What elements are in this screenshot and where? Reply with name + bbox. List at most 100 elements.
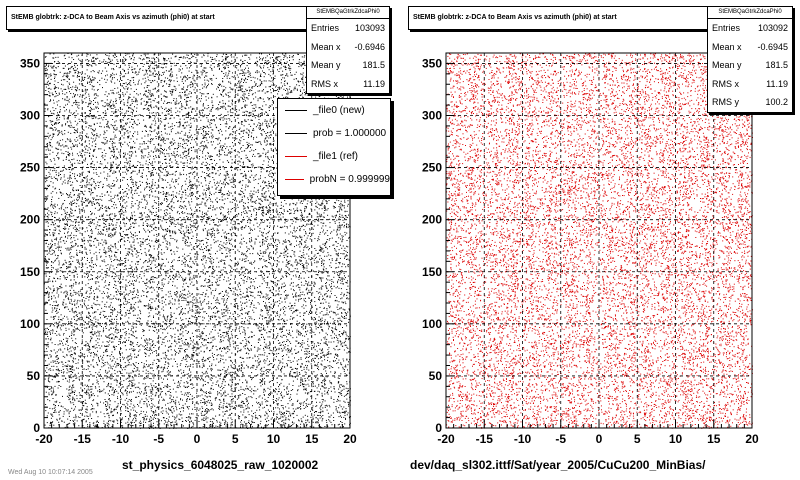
data-point [99, 208, 101, 210]
data-point [299, 250, 301, 252]
data-point [103, 354, 105, 356]
data-point [318, 270, 320, 272]
data-point [271, 267, 273, 269]
data-point [174, 292, 176, 293]
data-point [289, 260, 291, 262]
data-point [269, 341, 271, 343]
data-point [218, 192, 220, 193]
data-point [252, 206, 254, 207]
data-point [51, 298, 52, 300]
data-point [257, 86, 258, 87]
data-point [192, 262, 194, 264]
data-point [315, 398, 317, 400]
data-point [241, 238, 243, 240]
data-point [138, 422, 140, 424]
data-point [227, 61, 229, 63]
data-point [48, 76, 50, 78]
data-point [280, 67, 282, 69]
data-point [296, 268, 298, 270]
data-point [251, 336, 253, 338]
data-point [72, 187, 74, 189]
data-point [65, 306, 66, 308]
data-point [132, 182, 134, 184]
data-point [180, 324, 182, 326]
data-point [310, 261, 312, 263]
data-point [68, 381, 70, 383]
data-point [116, 298, 118, 300]
data-point [160, 389, 162, 390]
data-point [306, 247, 308, 249]
data-point [209, 284, 211, 286]
data-point [185, 277, 187, 279]
data-point [117, 198, 119, 200]
data-point [113, 170, 115, 172]
data-point [324, 426, 326, 427]
data-point [279, 342, 281, 344]
data-point [69, 178, 71, 180]
data-point [205, 376, 206, 378]
data-point [167, 370, 169, 372]
data-point [67, 423, 69, 425]
data-point [104, 261, 106, 263]
data-point [323, 260, 325, 262]
data-point [116, 129, 118, 131]
data-point [193, 118, 195, 120]
data-point [170, 73, 172, 75]
data-point [160, 204, 162, 206]
data-point [57, 278, 59, 280]
data-point [299, 298, 301, 300]
data-point [166, 138, 168, 140]
data-point [189, 126, 191, 128]
data-point [128, 137, 130, 139]
data-point [64, 232, 65, 234]
data-point [132, 53, 134, 55]
data-point [179, 350, 181, 352]
data-point [300, 65, 302, 67]
data-point [69, 420, 71, 421]
data-point [161, 290, 163, 292]
data-point [327, 235, 329, 236]
data-point [268, 255, 270, 257]
data-point [124, 399, 126, 401]
data-point [71, 148, 73, 150]
data-point [108, 147, 110, 149]
data-point [246, 425, 248, 427]
data-point [71, 255, 73, 257]
data-point [276, 182, 278, 184]
data-point [337, 400, 339, 402]
data-point [261, 53, 262, 55]
data-point [290, 366, 292, 368]
data-point [211, 403, 213, 405]
data-point [267, 364, 269, 366]
data-point [309, 229, 311, 231]
data-point [343, 317, 345, 319]
data-point [191, 56, 193, 58]
data-point [346, 325, 348, 327]
data-point [282, 407, 284, 408]
data-point [242, 180, 244, 182]
data-point [341, 240, 343, 242]
data-point [151, 387, 153, 388]
data-point [91, 204, 93, 206]
data-point [206, 173, 208, 174]
data-point [292, 282, 294, 284]
data-point [115, 215, 117, 217]
data-point [154, 330, 156, 332]
data-point [146, 282, 148, 284]
data-point [75, 225, 76, 226]
data-point [82, 135, 83, 137]
data-point [215, 425, 217, 427]
data-point [125, 124, 127, 126]
data-point [155, 190, 157, 192]
data-point [219, 101, 221, 103]
data-point [96, 133, 98, 135]
data-point [69, 261, 71, 263]
data-point [131, 214, 133, 216]
data-point [216, 96, 218, 98]
data-point [333, 388, 335, 390]
data-point [81, 135, 83, 137]
data-point [280, 369, 282, 371]
data-point [332, 318, 334, 320]
data-point [247, 348, 249, 350]
data-point [166, 248, 168, 250]
